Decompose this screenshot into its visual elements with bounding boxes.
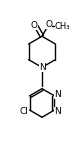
Text: O: O bbox=[31, 21, 38, 30]
Text: O: O bbox=[45, 20, 52, 29]
Text: Cl: Cl bbox=[19, 107, 28, 116]
Text: N: N bbox=[54, 90, 61, 99]
Text: N: N bbox=[39, 63, 45, 72]
Text: N: N bbox=[54, 107, 61, 116]
Text: CH₃: CH₃ bbox=[55, 22, 70, 31]
